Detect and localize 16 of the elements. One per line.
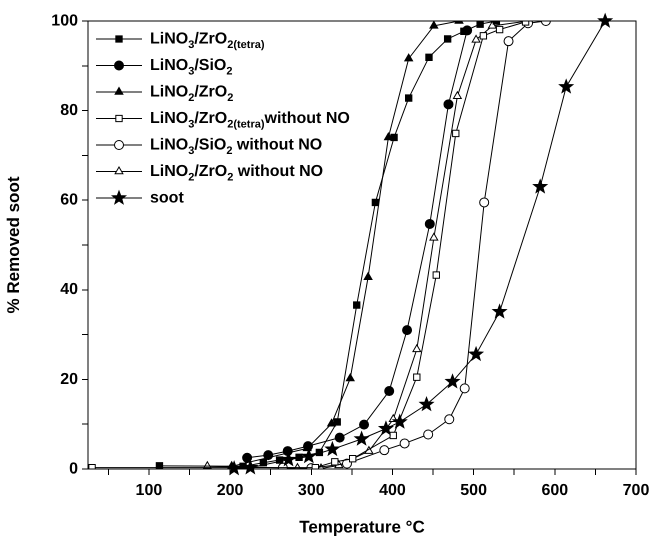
x-tick-label: 100: [136, 482, 162, 500]
legend-label: soot: [150, 189, 184, 206]
x-tick-label: 300: [298, 482, 325, 500]
x-tick-label: 700: [622, 482, 650, 500]
x-tick-label: 200: [216, 482, 244, 500]
y-axis-title: % Removed soot: [4, 176, 23, 314]
y-tick-label: 20: [60, 370, 78, 388]
y-tick-label: 0: [69, 460, 78, 478]
y-tick-label: 60: [60, 192, 78, 209]
x-tick-label: 400: [379, 482, 406, 500]
y-tick-label: 100: [51, 12, 78, 30]
x-tick-label: 500: [460, 482, 488, 500]
x-axis-title: Temperature °C: [299, 517, 425, 536]
y-tick-label: 40: [60, 281, 78, 298]
y-tick-label: 80: [60, 102, 78, 120]
x-tick-label: 600: [541, 482, 568, 500]
